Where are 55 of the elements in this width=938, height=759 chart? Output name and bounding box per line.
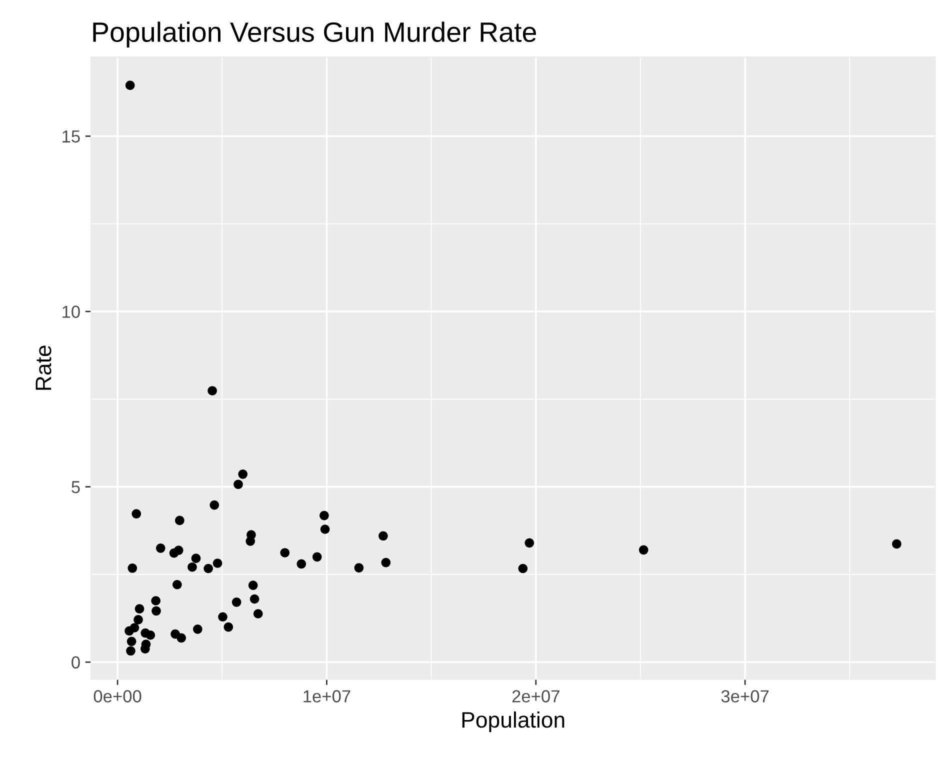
point <box>191 554 201 563</box>
point <box>280 548 290 558</box>
chart-title: Population Versus Gun Murder Rate <box>93 22 536 48</box>
point <box>210 500 220 510</box>
point <box>320 524 330 534</box>
point <box>188 562 197 572</box>
point <box>238 470 248 479</box>
point <box>140 628 150 638</box>
point <box>246 536 256 546</box>
point <box>193 624 202 634</box>
point <box>126 636 136 646</box>
point <box>253 609 263 618</box>
y-tick-label: 15 <box>62 130 80 143</box>
point <box>518 564 528 574</box>
point <box>234 480 243 490</box>
point <box>212 558 222 568</box>
point <box>125 80 135 90</box>
x-tick-label: 1e+07 <box>304 690 350 702</box>
point <box>169 548 179 558</box>
point <box>134 604 144 614</box>
point <box>320 510 329 520</box>
point <box>204 564 213 574</box>
y-tick-label: 5 <box>72 481 80 494</box>
point <box>128 563 138 573</box>
point <box>892 539 902 549</box>
point <box>381 558 391 568</box>
point <box>232 598 242 607</box>
point <box>124 626 134 636</box>
point <box>248 580 258 590</box>
y-tick-label: 0 <box>72 656 80 669</box>
point <box>126 646 136 656</box>
point <box>156 544 166 553</box>
point <box>172 580 182 590</box>
x-axis-title: Population <box>462 711 564 732</box>
point <box>152 606 161 616</box>
point <box>132 509 142 518</box>
point <box>134 615 143 624</box>
point <box>218 612 228 622</box>
point <box>224 622 234 632</box>
x-tick-label: 2e+07 <box>512 690 560 702</box>
point <box>250 594 260 604</box>
point <box>312 552 322 562</box>
point <box>378 531 388 541</box>
point <box>524 538 534 548</box>
y-tick-label: 10 <box>62 306 80 318</box>
point <box>175 516 184 526</box>
point <box>296 559 306 569</box>
point <box>354 563 364 572</box>
point <box>170 629 180 639</box>
point <box>208 386 217 396</box>
point <box>638 545 648 555</box>
point <box>151 596 160 606</box>
x-tick-label: 3e+07 <box>721 690 769 702</box>
y-axis-title: Rate <box>36 346 52 390</box>
x-tick-label: 0e+00 <box>94 690 142 702</box>
